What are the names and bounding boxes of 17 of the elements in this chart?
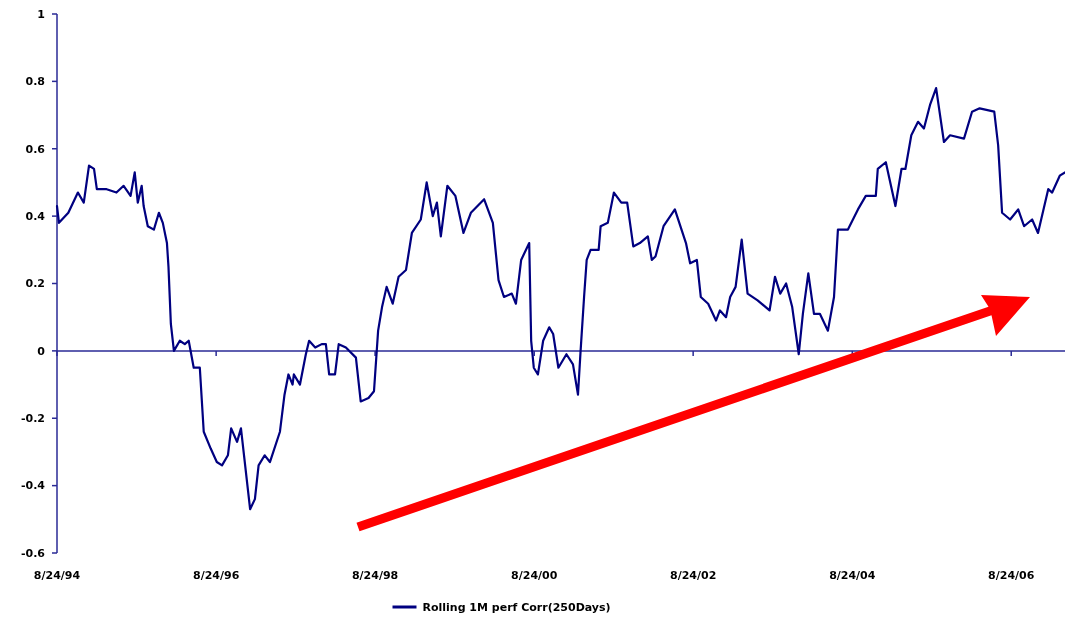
y-tick-label: 0.4 bbox=[25, 209, 46, 223]
y-tick-label: 0.6 bbox=[25, 142, 46, 156]
y-tick-label: -0.6 bbox=[20, 546, 46, 560]
y-tick-label: 0.2 bbox=[25, 277, 45, 291]
y-tick-label: -0.2 bbox=[20, 412, 45, 426]
x-tick-label: 8/24/06 bbox=[988, 569, 1035, 582]
y-tick-label: 0 bbox=[37, 344, 46, 358]
y-tick-label: 0.8 bbox=[25, 75, 45, 89]
x-tick-label: 8/24/04 bbox=[829, 569, 876, 582]
legend-label: Rolling 1M perf Corr(250Days) bbox=[422, 601, 611, 614]
x-tick-label: 8/24/94 bbox=[33, 569, 81, 582]
x-tick-label: 8/24/00 bbox=[511, 569, 558, 582]
x-tick-label: 8/24/02 bbox=[669, 569, 717, 582]
x-tick-label: 8/24/96 bbox=[192, 569, 240, 582]
y-tick-label: 1 bbox=[37, 7, 45, 21]
y-tick-label: -0.4 bbox=[20, 479, 46, 493]
x-tick-label: 8/24/98 bbox=[351, 569, 399, 582]
